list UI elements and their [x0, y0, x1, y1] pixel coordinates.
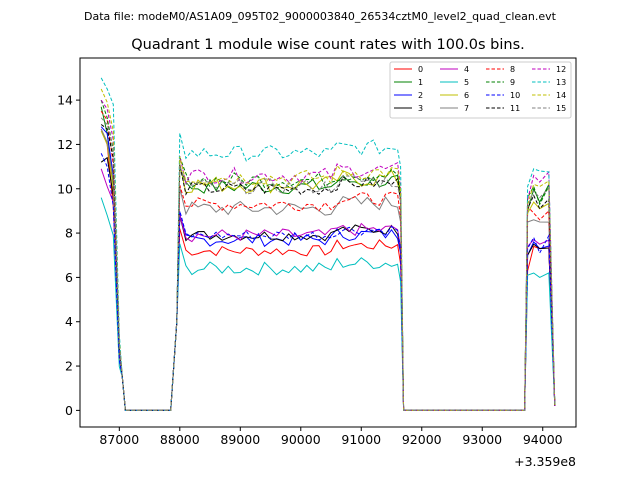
legend-label-5: 5: [464, 78, 469, 87]
legend-label-10: 10: [510, 91, 520, 100]
legend-label-9: 9: [510, 78, 515, 87]
axes-frame: [79, 57, 577, 428]
y-tick-label: 2: [65, 359, 73, 374]
y-tick-label: 12: [57, 137, 73, 152]
y-tick-label: 8: [65, 226, 73, 241]
legend-label-6: 6: [464, 91, 469, 100]
axes: 87000 88000 89000 90000 91000 92000 93000 94000…: [57, 93, 563, 447]
x-tick-label: 90000: [281, 432, 321, 447]
plot-area: [100, 77, 556, 411]
x-tick-label: 94000: [523, 432, 563, 447]
series-line-8: [100, 110, 556, 411]
chart-title: Quadrant 1 module wise count rates with …: [131, 37, 525, 53]
x-tick-label: 93000: [462, 432, 502, 447]
series-line-15: [100, 117, 556, 411]
x-tick-label: 91000: [341, 432, 381, 447]
legend-label-8: 8: [510, 65, 515, 74]
legend-label-14: 14: [556, 91, 566, 100]
legend-label-1: 1: [418, 78, 423, 87]
data-file-caption: Data file: modeM0/AS1A09_095T02_90000038…: [84, 10, 557, 23]
legend-label-7: 7: [464, 104, 469, 113]
legend-label-2: 2: [418, 91, 423, 100]
y-tick-label: 6: [65, 270, 73, 285]
x-tick-label: 89000: [220, 432, 260, 447]
legend-label-15: 15: [556, 104, 566, 113]
legend-label-0: 0: [418, 65, 423, 74]
x-tick-label: 88000: [160, 432, 200, 447]
series-line-13: [100, 77, 556, 411]
y-tick-label: 4: [65, 314, 73, 329]
series-line-11: [100, 124, 556, 411]
legend-label-11: 11: [510, 104, 520, 113]
series-line-10: [100, 153, 556, 411]
y-tick-label: 14: [57, 93, 73, 108]
x-offset-label: +3.359e8: [514, 454, 576, 469]
legend-box: [389, 61, 572, 119]
series-line-4: [100, 168, 556, 411]
series-line-5: [100, 197, 556, 411]
y-tick-label: 0: [65, 403, 73, 418]
y-tick-label: 10: [57, 181, 73, 196]
x-tick-label: 87000: [99, 432, 139, 447]
legend-label-4: 4: [464, 65, 469, 74]
legend-label-13: 13: [556, 78, 566, 87]
legend-label-12: 12: [556, 65, 566, 74]
legend-label-3: 3: [418, 104, 423, 113]
x-tick-label: 92000: [402, 432, 442, 447]
